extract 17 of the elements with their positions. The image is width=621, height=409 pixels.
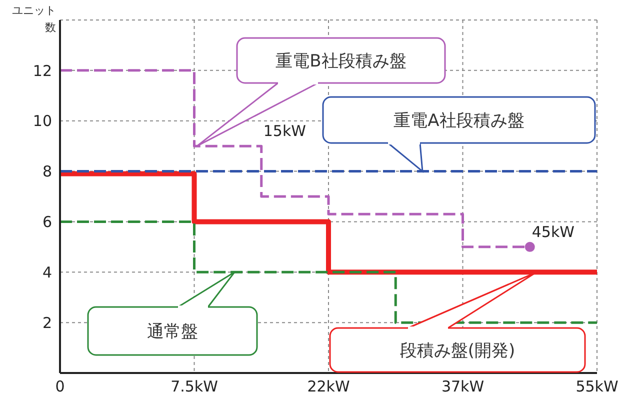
x-tick-label: 37kW <box>441 378 484 396</box>
y-tick-label: 12 <box>32 62 52 80</box>
y-tick-label: 6 <box>42 213 52 232</box>
y-tick-label: 2 <box>42 314 52 332</box>
text: 重電B社段積み盤 <box>276 52 406 72</box>
x-tick-label: 0 <box>55 378 65 396</box>
annotation: 45kW <box>532 222 575 241</box>
y-tick-label: 4 <box>42 263 52 282</box>
legend-label: 通常盤 <box>147 322 198 342</box>
x-tick-label: 7.5kW <box>170 378 218 396</box>
x-tick-label: 55kW <box>576 378 618 396</box>
y-axis-title: ユニット数 <box>11 3 56 36</box>
annotation: 15kW <box>263 122 306 140</box>
y-tick-label: 10 <box>32 112 52 130</box>
x-tick-label: 22kW <box>307 378 350 396</box>
y-tick-label: 8 <box>42 162 52 181</box>
callout-box: 段積み盤(開発) <box>329 271 586 373</box>
